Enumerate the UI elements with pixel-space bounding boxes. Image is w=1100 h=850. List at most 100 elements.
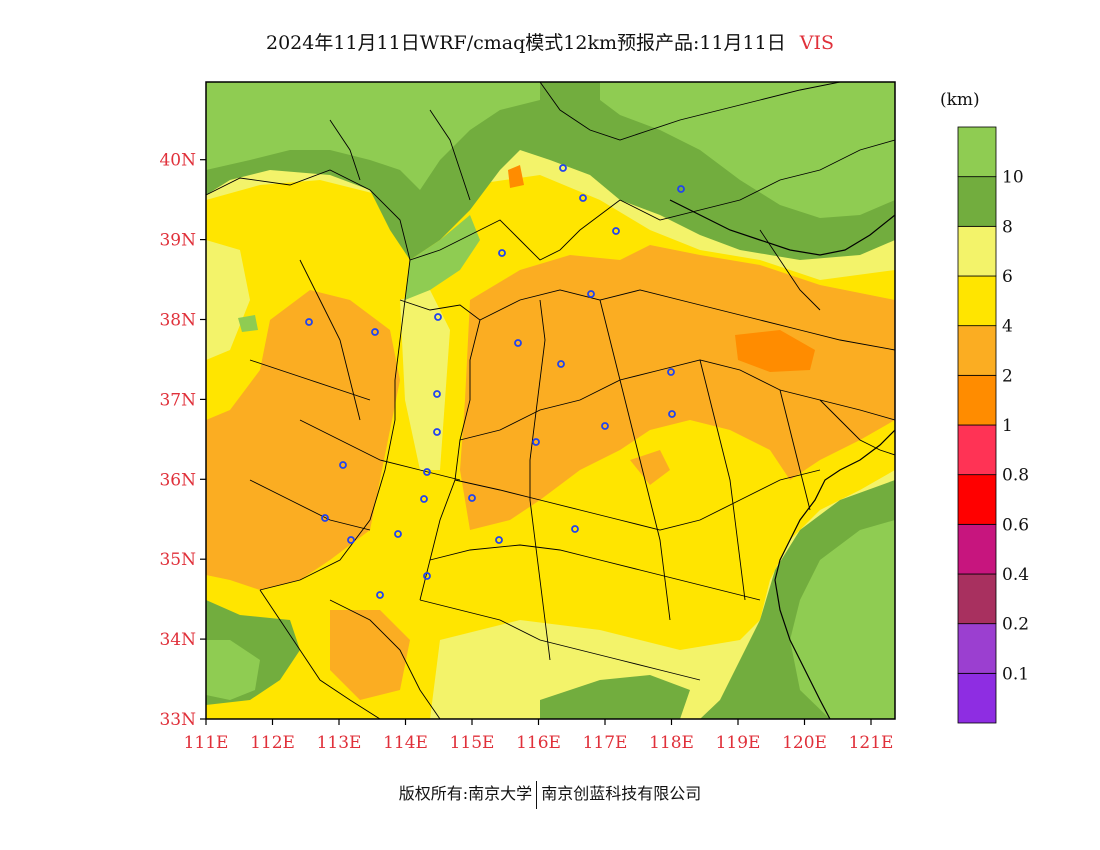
field-6-8-south — [430, 600, 800, 719]
chart-title: 2024年11月11日WRF/cmaq模式12km预报产品:11月11日 VIS — [0, 28, 1100, 55]
title-main: 2024年11月11日WRF/cmaq模式12km预报产品:11月11日 — [266, 32, 786, 54]
colorbar-label: 1 — [1002, 416, 1013, 436]
lon-label: 113E — [317, 733, 362, 753]
footer-right: 南京创蓝科技有限公司 — [541, 784, 702, 803]
city-marker — [376, 591, 384, 599]
colorbar-label: 0.1 — [1002, 664, 1029, 684]
lat-label: 37N — [159, 390, 196, 410]
lat-label: 33N — [159, 710, 196, 730]
coastline — [669, 199, 895, 719]
city-marker — [495, 536, 503, 544]
colorbar-swatch — [957, 325, 997, 376]
city-marker — [371, 328, 379, 336]
colorbar-swatch — [957, 176, 997, 227]
lon-label: 121E — [849, 733, 894, 753]
field-1-2-east — [735, 330, 815, 372]
city-marker — [557, 360, 565, 368]
field-2-4-west — [206, 290, 400, 590]
colorbar-swatch — [957, 424, 997, 476]
colorbar-label: 6 — [1002, 267, 1013, 287]
lat-label: 36N — [159, 470, 196, 490]
colorbar-label: 0.4 — [1002, 565, 1029, 585]
field-6-8-channel — [400, 290, 450, 470]
city-marker — [433, 390, 441, 398]
boundary-lines — [206, 82, 895, 719]
lon-label: 117E — [583, 733, 628, 753]
lat-label: 38N — [159, 311, 196, 331]
colorbar: 0.1 0.2 0.4 0.6 0.8 1 2 4 6 8 10 — [957, 126, 1029, 724]
lon-label: 111E — [184, 733, 229, 753]
lon-label: 116E — [516, 733, 561, 753]
lon-label: 120E — [782, 733, 827, 753]
colorbar-swatch — [957, 275, 997, 327]
colorbar-swatch — [957, 126, 997, 178]
city-marker — [305, 318, 313, 326]
colorbar-label: 8 — [1002, 217, 1013, 237]
city-marker — [667, 368, 675, 376]
footer-left: 版权所有:南京大学 — [398, 784, 533, 803]
field-6-8-west — [206, 240, 250, 360]
field-10plus-southeast — [790, 520, 895, 719]
lon-label: 118E — [649, 733, 694, 753]
city-marker — [677, 185, 685, 193]
colorbar-swatch — [957, 374, 997, 426]
title-variable: VIS — [799, 32, 834, 54]
city-marker — [423, 468, 431, 476]
field-10plus-west — [206, 640, 260, 700]
city-marker — [339, 461, 347, 469]
city-marker — [587, 290, 595, 298]
colorbar-swatch — [957, 474, 997, 525]
lon-label: 115E — [450, 733, 495, 753]
lon-label: 119E — [716, 733, 761, 753]
field-1-2-north — [508, 165, 524, 188]
city-marker — [434, 313, 442, 321]
colorbar-units: (km) — [940, 90, 980, 110]
colorbar-swatch — [957, 225, 997, 277]
plot-frame — [205, 81, 896, 720]
city-marker — [514, 339, 522, 347]
map-fields — [206, 82, 895, 719]
lon-label: 112E — [250, 733, 295, 753]
colorbar-label: 4 — [1002, 317, 1013, 337]
city-markers — [305, 164, 685, 599]
colorbar-label: 2 — [1002, 366, 1013, 386]
colorbar-swatch — [957, 623, 997, 674]
field-8-10-south — [540, 675, 690, 719]
lat-label: 34N — [159, 630, 196, 650]
city-marker — [420, 495, 428, 503]
city-marker — [347, 536, 355, 544]
city-marker — [423, 572, 431, 580]
city-marker — [559, 164, 567, 172]
footer-copyright: 版权所有:南京大学 南京创蓝科技有限公司 — [0, 780, 1100, 809]
lat-label: 39N — [159, 231, 196, 251]
city-marker — [571, 525, 579, 533]
colorbar-label: 0.6 — [1002, 515, 1029, 535]
colorbar-label: 10 — [1002, 168, 1024, 188]
lat-label: 40N — [159, 151, 196, 171]
axes: 33N 34N 35N 36N 37N 38N 39N 40N 111E 112E 113E 114E… — [159, 151, 893, 753]
city-marker — [468, 494, 476, 502]
field-10plus-north — [206, 82, 540, 190]
lat-label: 35N — [159, 550, 196, 570]
field-10plus-spot — [238, 315, 258, 332]
city-marker — [579, 194, 587, 202]
city-marker — [498, 249, 506, 257]
city-marker — [433, 428, 441, 436]
colorbar-label: 0.8 — [1002, 466, 1029, 486]
field-10plus-wedge — [405, 215, 480, 300]
footer-divider — [536, 780, 538, 809]
colorbar-swatch — [957, 573, 997, 625]
colorbar-swatch — [957, 672, 997, 724]
field-2-4-southwest — [330, 610, 410, 700]
field-10plus-northeast — [600, 82, 895, 218]
lon-label: 114E — [383, 733, 428, 753]
field-2-4-central — [460, 245, 895, 530]
city-marker — [668, 410, 676, 418]
city-marker — [394, 530, 402, 538]
city-marker — [532, 438, 540, 446]
city-marker — [321, 514, 329, 522]
city-marker — [612, 227, 620, 235]
colorbar-label: 0.2 — [1002, 615, 1029, 635]
city-marker — [601, 422, 609, 430]
